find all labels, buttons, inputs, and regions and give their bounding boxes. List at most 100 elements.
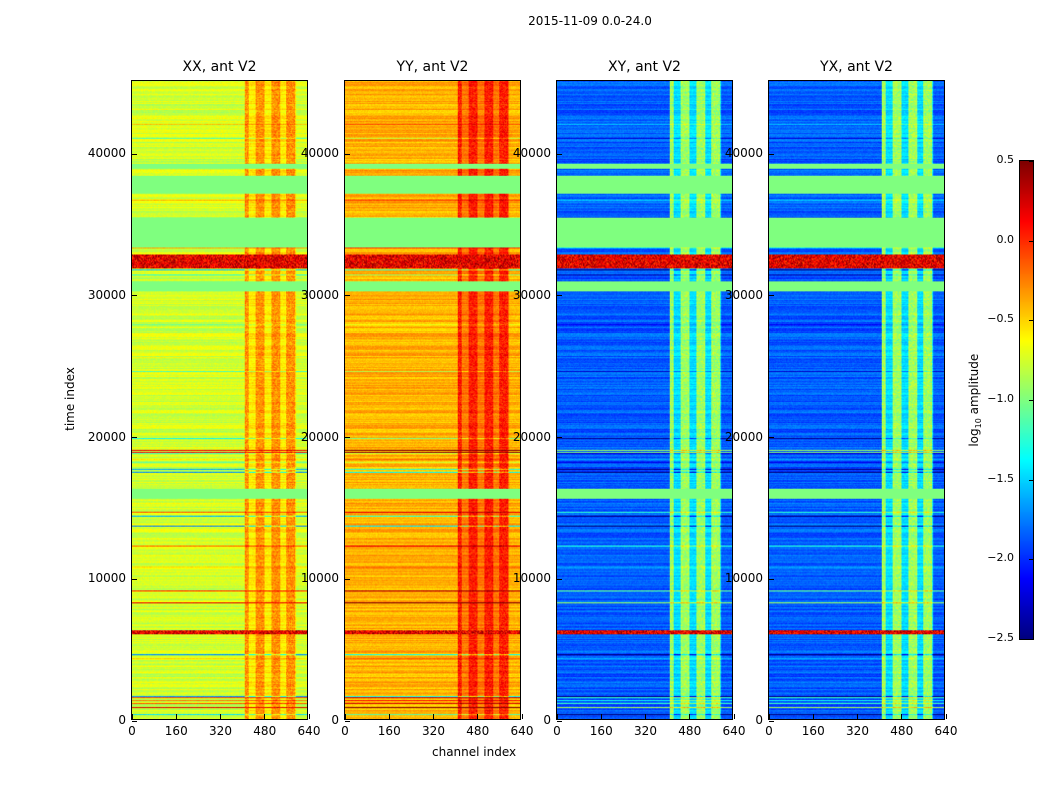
x-tick — [768, 714, 770, 719]
colorbar-tick — [1029, 400, 1033, 401]
x-tick-label: 480 — [253, 724, 277, 738]
y-tick-label: 40000 — [87, 146, 126, 160]
heatmap-image — [769, 81, 944, 719]
x-tick-label: 640 — [510, 724, 534, 738]
x-axis-label: channel index — [432, 745, 517, 759]
x-tick — [812, 714, 814, 719]
x-tick-label: 0 — [553, 724, 561, 738]
heatmap-panel-2: YY, ant V2 0 160 320 480 640 0 10000 20000 30000 4… — [301, 59, 534, 738]
colorbar-tick — [1029, 161, 1033, 162]
x-tick — [175, 714, 177, 719]
x-tick — [733, 714, 735, 719]
panel-title: XX, ant V2 — [182, 59, 257, 75]
y-tick-label: 20000 — [724, 429, 763, 444]
colorbar-tick-label: −0.5 — [987, 312, 1014, 326]
heatmap-image — [345, 81, 520, 719]
x-tick — [433, 714, 434, 719]
colorbar-tick — [1029, 320, 1033, 322]
y-tick — [345, 153, 350, 155]
y-tick — [345, 295, 350, 297]
y-tick-label: 20000 — [300, 429, 339, 444]
colorbar-tick-label: 0.0 — [996, 232, 1015, 246]
colorbar-tick-label: −2.0 — [987, 551, 1014, 565]
y-tick — [557, 720, 562, 722]
y-tick-label: 20000 — [512, 429, 551, 444]
x-tick — [220, 714, 221, 719]
y-tick-label: 40000 — [300, 146, 339, 160]
heatmap-image — [557, 81, 732, 719]
x-tick — [308, 714, 310, 719]
y-tick-label: 30000 — [87, 287, 126, 302]
x-tick-label: 640 — [722, 724, 746, 738]
x-tick-label: 160 — [164, 724, 188, 738]
y-tick — [132, 295, 137, 297]
y-tick — [557, 437, 562, 438]
x-tick-label: 0 — [128, 724, 136, 738]
y-tick — [132, 153, 137, 155]
x-tick — [131, 714, 133, 719]
x-tick — [264, 714, 266, 719]
x-tick — [388, 714, 390, 719]
heatmap-image — [132, 81, 307, 719]
x-tick-label: 480 — [890, 724, 914, 738]
x-tick-label: 320 — [634, 724, 657, 738]
panel-title: YY, ant V2 — [396, 59, 469, 75]
y-tick-label: 0 — [118, 713, 126, 727]
y-tick-label: 20000 — [87, 429, 126, 444]
x-tick-label: 160 — [589, 724, 613, 738]
x-tick — [857, 714, 858, 719]
y-tick — [132, 720, 137, 722]
colorbar-label-rest: amplitude — [966, 353, 981, 419]
x-tick — [645, 714, 646, 719]
colorbar-tick — [1029, 639, 1033, 640]
y-tick-label: 40000 — [724, 146, 763, 160]
colorbar-label-sub: 10 — [974, 418, 984, 429]
y-tick — [769, 153, 774, 155]
y-tick — [345, 437, 350, 438]
colorbar: 0.5 0.0 −0.5 −1.0 −1.5 −2.0 −2.5 — [987, 153, 1034, 644]
x-tick-label: 0 — [341, 724, 349, 738]
x-tick — [689, 714, 691, 719]
y-tick — [769, 295, 774, 297]
y-tick — [345, 578, 350, 580]
colorbar-tick-label: −1.0 — [987, 392, 1014, 405]
x-tick-label: 480 — [678, 724, 702, 738]
colorbar-label: log10 amplitude — [967, 350, 983, 450]
colorbar-tick-label: −2.5 — [987, 631, 1014, 644]
colorbar-tick — [1029, 559, 1033, 561]
y-tick — [769, 437, 774, 438]
colorbar-tick-label: 0.5 — [996, 153, 1015, 166]
y-tick — [557, 153, 562, 155]
x-tick-label: 640 — [297, 724, 321, 738]
x-tick-label: 0 — [765, 724, 773, 738]
x-tick-label: 480 — [466, 724, 490, 738]
y-tick-label: 10000 — [87, 571, 126, 586]
y-tick-label: 10000 — [512, 571, 551, 586]
x-tick-label: 320 — [209, 724, 232, 738]
colorbar-label-main: log — [966, 428, 981, 447]
x-tick — [344, 714, 346, 719]
x-tick — [477, 714, 479, 719]
y-tick — [769, 720, 774, 722]
x-tick — [600, 714, 602, 719]
heatmap-panel-3: XY, ant V2 0 160 320 480 640 0 10000 20000 30000 4… — [513, 59, 746, 738]
x-tick-label: 160 — [377, 724, 401, 738]
y-tick-label: 30000 — [724, 287, 763, 302]
x-tick — [945, 714, 947, 719]
y-tick-label: 0 — [755, 713, 763, 727]
x-tick-label: 640 — [934, 724, 958, 738]
y-tick — [769, 578, 774, 580]
y-tick — [132, 437, 137, 438]
y-tick — [557, 295, 562, 297]
colorbar-tick — [1029, 240, 1033, 242]
y-tick-label: 30000 — [300, 287, 339, 302]
y-axis-label: time index — [63, 367, 77, 431]
colorbar-tick — [1029, 479, 1033, 481]
panel-title: YX, ant V2 — [820, 59, 893, 75]
heatmap-panel-4: YX, ant V2 0 160 320 480 640 0 10000 20000 30000 4… — [725, 59, 958, 738]
x-tick-label: 320 — [846, 724, 869, 738]
heatmap-panel-1: XX, ant V2 0 160 320 480 640 0 10000 20000 30000 4… — [88, 59, 321, 738]
y-tick-label: 0 — [543, 713, 551, 727]
x-tick — [521, 714, 523, 719]
